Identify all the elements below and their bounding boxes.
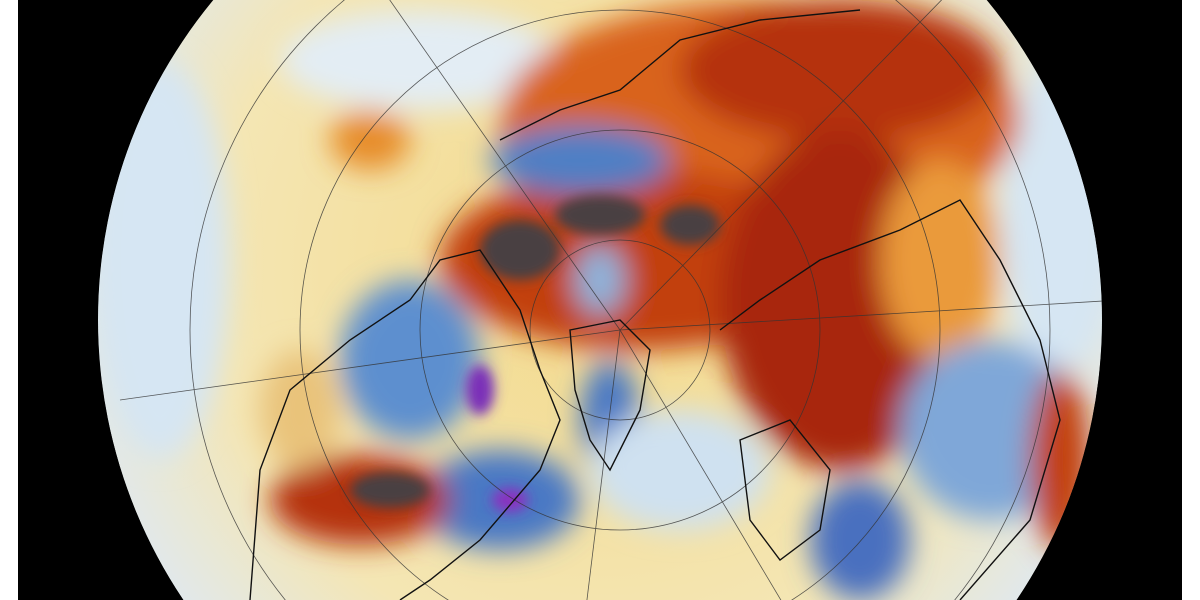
left-margin bbox=[0, 0, 18, 600]
meridian bbox=[619, 0, 1001, 331]
latitude-circle bbox=[419, 129, 821, 531]
meridian bbox=[559, 329, 621, 600]
cool-region bbox=[280, 10, 560, 110]
extreme-warm bbox=[480, 220, 560, 280]
graticule bbox=[119, 0, 1102, 600]
extreme-fields bbox=[350, 195, 720, 512]
cold-region bbox=[340, 280, 480, 440]
warm-region bbox=[330, 110, 410, 170]
greenland bbox=[569, 319, 651, 472]
cool-region bbox=[98, 60, 230, 460]
warm-region bbox=[260, 350, 340, 470]
right-margin bbox=[1182, 0, 1200, 600]
extreme-cold bbox=[492, 488, 528, 512]
warm-region bbox=[880, 160, 1000, 360]
arctic-coast bbox=[499, 9, 861, 141]
latitude-circle bbox=[529, 239, 711, 421]
meridian bbox=[619, 299, 1102, 331]
hot-region bbox=[680, 0, 1000, 140]
extreme-cold bbox=[466, 365, 494, 415]
extreme-warm bbox=[350, 472, 430, 508]
meridian bbox=[119, 329, 621, 401]
latitude-circle bbox=[189, 0, 1051, 600]
europe bbox=[739, 419, 831, 561]
meridian bbox=[319, 0, 621, 331]
meridian bbox=[619, 329, 901, 600]
latitude-circle bbox=[299, 9, 941, 600]
eurasia bbox=[719, 199, 1061, 600]
extreme-warm bbox=[555, 195, 645, 235]
cool-region bbox=[590, 410, 770, 530]
north-america bbox=[249, 249, 561, 600]
extreme-warm bbox=[660, 205, 720, 245]
coastlines bbox=[249, 9, 1061, 600]
cold-region bbox=[575, 245, 625, 315]
cold-region bbox=[490, 125, 670, 195]
globe bbox=[98, 0, 1102, 600]
